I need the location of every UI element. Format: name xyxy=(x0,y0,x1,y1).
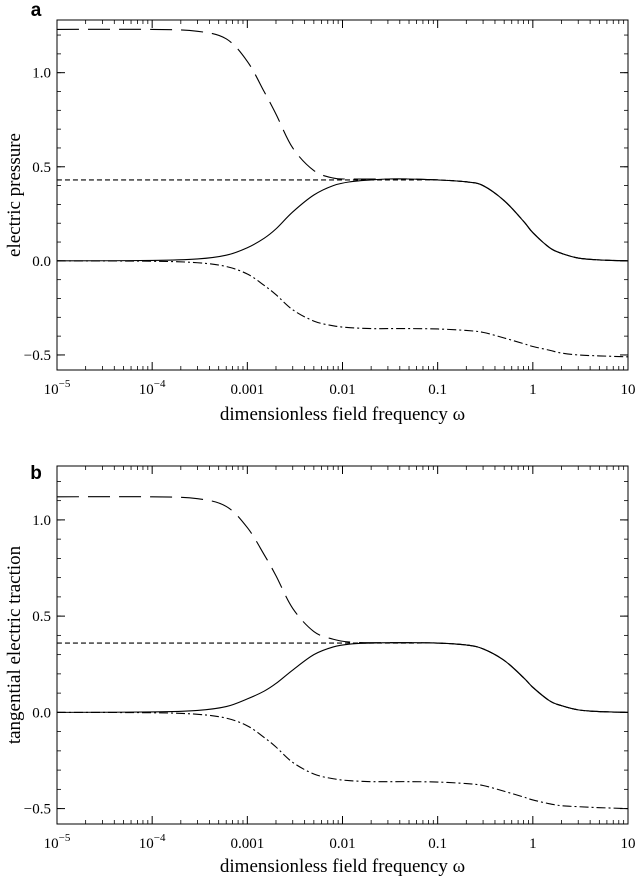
x-tick-label: 0.01 xyxy=(329,382,355,398)
x-tick-label: 10−5 xyxy=(44,832,71,852)
x-tick-label: 0.1 xyxy=(428,836,447,852)
x-tick-exponent: −5 xyxy=(59,378,71,390)
x-tick-base: 10 xyxy=(139,382,154,398)
x-tick-label: 0.001 xyxy=(230,836,264,852)
x-tick-label: 10−4 xyxy=(139,378,166,398)
y-tick-label: −0.5 xyxy=(24,348,51,364)
y-tick-label: 0.0 xyxy=(32,705,51,721)
y-axis-label: electric pressure xyxy=(4,133,25,257)
series-line-dash-dot xyxy=(56,711,629,810)
x-tick-label: 1 xyxy=(529,836,537,852)
x-tick-base: 10 xyxy=(44,382,59,398)
y-tick-label: −0.5 xyxy=(24,802,51,818)
y-tick-label: 0.0 xyxy=(32,254,51,270)
y-axis-label: tangential electric traction xyxy=(4,545,25,744)
x-tick-label: 0.1 xyxy=(428,382,447,398)
x-tick-exponent: −4 xyxy=(154,378,166,390)
x-tick-label: 10−4 xyxy=(139,832,166,852)
chart-panel-a: 10−5 10−4 0.001 0.01 0.1 1 10−0.50.00.51.0dime… xyxy=(4,0,636,425)
panel-label: a xyxy=(31,0,42,21)
y-tick-label: 0.5 xyxy=(32,609,51,625)
series-line-long-dash xyxy=(56,28,629,262)
x-tick-label: 10 xyxy=(621,836,636,852)
y-tick-label: 0.5 xyxy=(32,160,51,176)
x-tick-exponent: −4 xyxy=(154,832,166,844)
y-tick-label: 1.0 xyxy=(32,513,51,529)
chart-panel-b: 10−5 10−4 0.001 0.01 0.1 1 10−0.50.00.51.0dime… xyxy=(4,463,636,877)
x-tick-label: 10 xyxy=(621,382,636,398)
x-tick-exponent: −5 xyxy=(59,832,71,844)
x-tick-label: 0.01 xyxy=(329,836,355,852)
x-tick-label: 1 xyxy=(529,382,537,398)
series-line-short-dash xyxy=(57,179,629,262)
series-line-solid xyxy=(56,642,629,713)
x-tick-base: 10 xyxy=(139,836,154,852)
x-axis-label: dimensionless field frequency ω xyxy=(220,404,465,425)
series-line-dash-dot xyxy=(56,260,629,358)
x-axis-label: dimensionless field frequency ω xyxy=(220,856,465,877)
series-line-long-dash xyxy=(56,496,629,713)
x-tick-label: 10−5 xyxy=(44,378,71,398)
series-line-short-dash xyxy=(56,642,629,713)
series-line-solid xyxy=(56,178,629,262)
x-tick-base: 10 xyxy=(44,836,59,852)
plot-frame xyxy=(56,19,629,371)
panel-label: b xyxy=(30,463,42,484)
x-tick-label: 0.001 xyxy=(230,382,264,398)
y-tick-label: 1.0 xyxy=(32,66,51,82)
